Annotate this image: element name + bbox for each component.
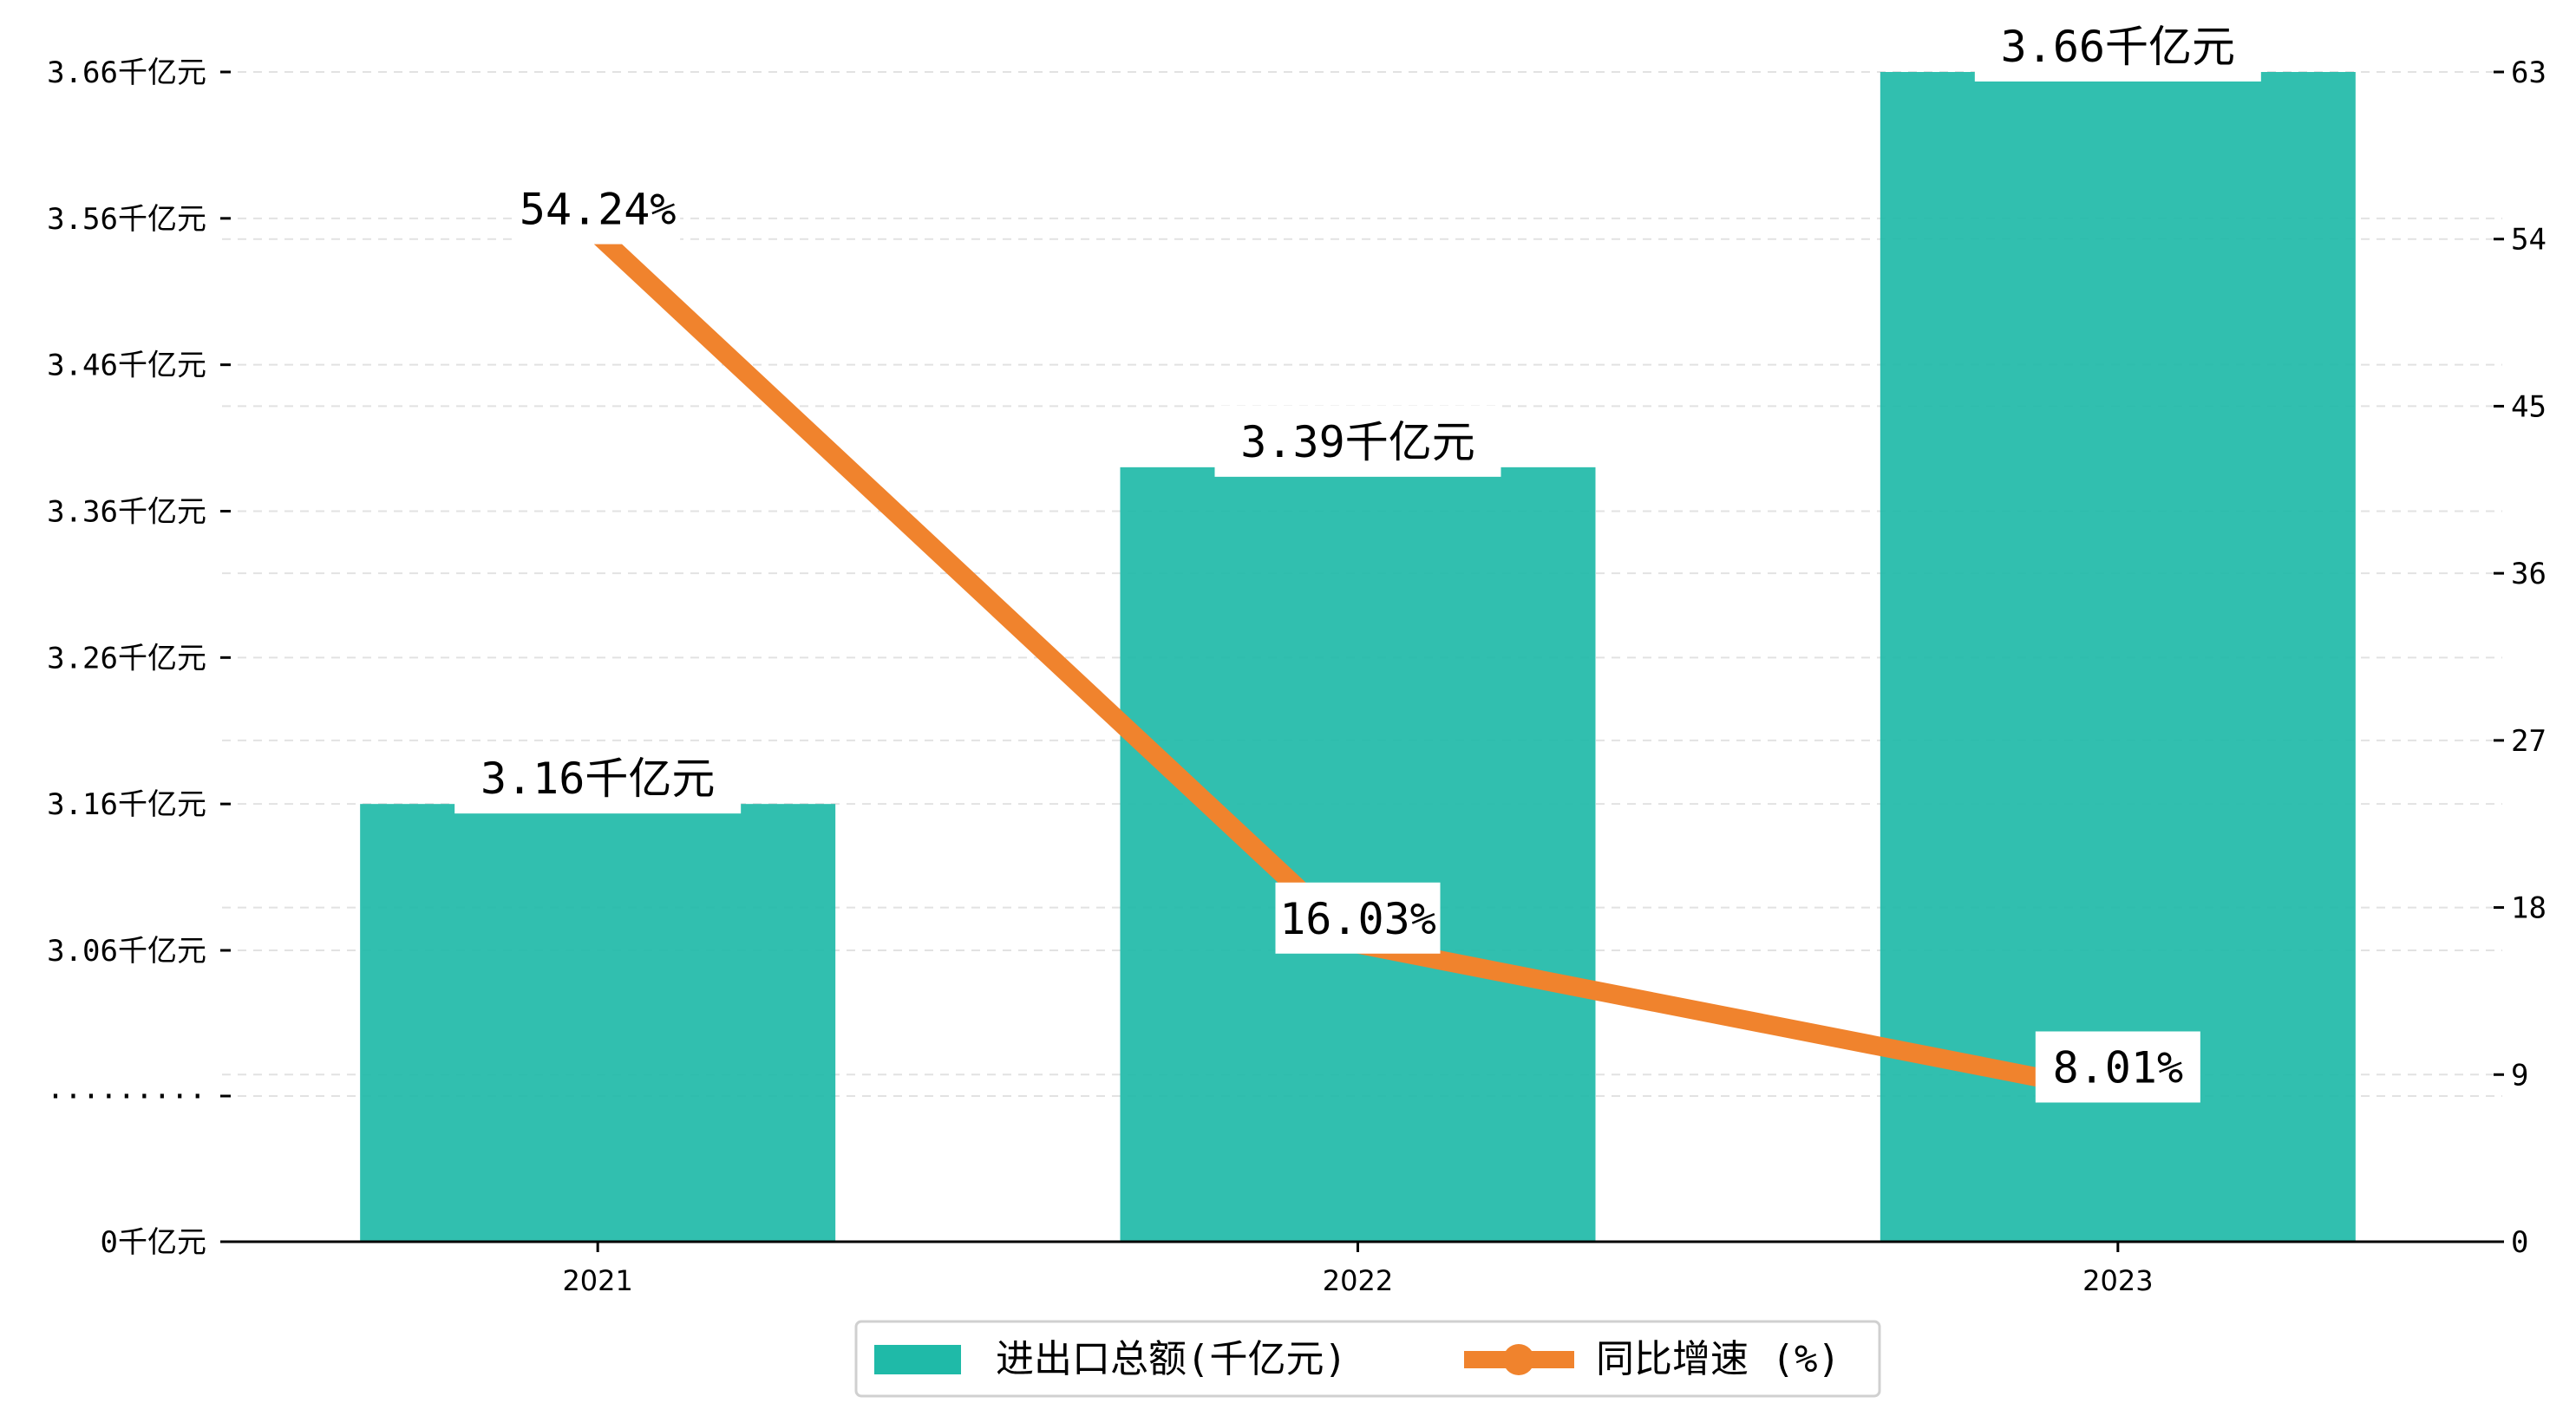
growth-value-label: 54.24% <box>520 185 677 235</box>
bar-value-label: 3.16千亿元 <box>481 754 715 804</box>
right-axis-tick-label: 63 <box>2511 55 2547 90</box>
legend-line-marker <box>1503 1344 1534 1375</box>
left-axis-tick-label: 3.56千亿元 <box>47 202 206 237</box>
bar-value-label: 3.66千亿元 <box>2001 22 2235 72</box>
right-axis-tick-label: 18 <box>2511 891 2547 926</box>
bar-2021 <box>360 804 836 1242</box>
left-axis-tick-label: ········· <box>47 1080 206 1114</box>
right-axis-tick-label: 45 <box>2511 389 2547 424</box>
legend-line-label: 同比增速 (%) <box>1596 1337 1840 1381</box>
x-axis-tick-label: 2022 <box>1323 1264 1393 1297</box>
growth-value-label: 8.01% <box>2053 1042 2184 1093</box>
legend-bar-label: 进出口总额(千亿元) <box>996 1337 1347 1381</box>
growth-value-label: 16.03% <box>1279 894 1436 944</box>
growth-value-label-box <box>515 173 681 245</box>
right-axis-tick-label: 27 <box>2511 724 2547 759</box>
data-labels: 3.16千亿元 3.39千亿元 3.66千亿元 54.24% 16.03% 8.01% <box>454 10 2261 1103</box>
right-axis-tick-label: 54 <box>2511 223 2547 258</box>
bar-value-label: 3.39千亿元 <box>1240 417 1474 467</box>
left-axis-tick-label: 3.16千亿元 <box>47 787 206 822</box>
right-axis-tick-label: 9 <box>2511 1058 2528 1093</box>
left-axis-tick-label: 3.06千亿元 <box>47 934 206 969</box>
legend-bar-swatch <box>874 1345 961 1374</box>
bar-value-label-box <box>1214 405 1501 477</box>
bar-value-label-box <box>454 742 742 814</box>
growth-value-label-box <box>1275 882 1441 954</box>
legend-frame <box>854 1320 1881 1398</box>
left-axis-tick-label: 0千亿元 <box>101 1225 206 1260</box>
x-axis-tick-label: 2023 <box>2082 1264 2153 1297</box>
legend[interactable]: 进出口总额(千亿元) 同比增速 (%) <box>854 1320 1881 1398</box>
left-axis-tick-label: 3.26千亿元 <box>47 641 206 675</box>
left-axis-tick-label: 3.36千亿元 <box>47 495 206 530</box>
bar-value-label-box <box>1974 10 2261 82</box>
left-axis-tick-label: 3.66千亿元 <box>47 55 206 90</box>
right-axis-tick-label: 36 <box>2511 557 2547 591</box>
left-axis-tick-label: 3.46千亿元 <box>47 349 206 383</box>
right-axis-tick-label: 0 <box>2511 1225 2528 1260</box>
bar-series <box>360 72 2356 1242</box>
growth-value-label-box <box>2035 1031 2200 1103</box>
bar-2022 <box>1120 467 1596 1242</box>
axes: 0千亿元 ········· 3.06千亿元 3.16千亿元 3.26千亿元 3.36千亿… <box>47 55 2547 1297</box>
x-axis-tick-label: 2021 <box>562 1264 632 1297</box>
